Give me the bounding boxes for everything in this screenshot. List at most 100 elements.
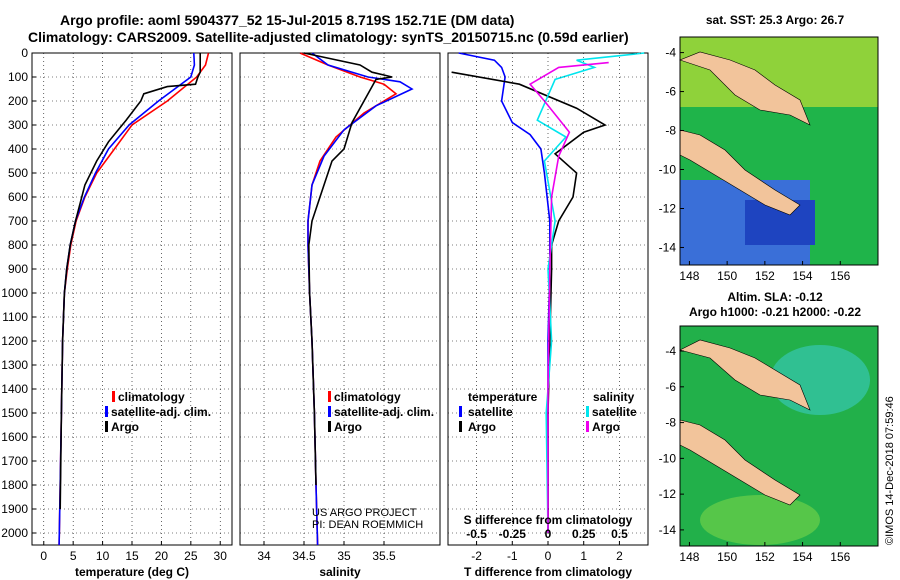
map-lon-label: 154 (793, 550, 813, 564)
legend-swatch-s-argo (586, 421, 589, 432)
series-line-salinity-argo (528, 61, 609, 533)
map-lat-label: -14 (659, 240, 677, 254)
depth-tick-label: 1100 (2, 310, 28, 324)
s-difference-axis-label: S difference from climatology (464, 513, 633, 527)
depth-axis: 0 100 200 300 400 500 600 700 800 900 1000 1100 1200… (1, 46, 648, 540)
map-lon-label: 150 (717, 550, 737, 564)
depth-tick-label: 200 (8, 94, 28, 108)
x-tick-label: 35.5 (372, 549, 396, 563)
depth-tick-label: 600 (8, 190, 28, 204)
series-line-satellite-adj-clim- (58, 52, 196, 546)
temperature-panel: 0 5 10 15 20 25 30 (31, 52, 233, 563)
depth-tick-label: 1500 (1, 406, 28, 420)
s-diff-tick-label: 0.25 (572, 527, 596, 541)
map-lon-label: 154 (793, 269, 813, 283)
legend-label-argo-s: Argo (334, 420, 362, 434)
x-tick-label: 15 (125, 549, 139, 563)
x-tick-label: 0 (40, 549, 47, 563)
legend-label-satellite-adj-s: satellite-adj. clim. (334, 405, 434, 419)
map-lon-label: 152 (755, 550, 775, 564)
map-lat-label: -4 (665, 46, 676, 60)
difference-legend: temperature satellite Argo salinity sate… (459, 390, 637, 434)
legend-swatch-t-argo (459, 421, 462, 432)
depth-tick-label: 1700 (1, 454, 28, 468)
legend-label-argo: Argo (111, 420, 139, 434)
salinity-plot-frame (239, 52, 441, 546)
salinity-panel: 34 34.5 35 35.5 (239, 52, 441, 563)
chart-title-line2: Climatology: CARS2009. Satellite-adjuste… (28, 29, 629, 45)
legend-swatch-argo (105, 421, 108, 432)
depth-tick-label: 1900 (1, 502, 28, 516)
x-tick-label: 20 (155, 549, 169, 563)
legend-swatch-t-satellite (459, 406, 462, 417)
x-tick-label: 34.5 (292, 549, 316, 563)
legend-swatch-climatology (112, 391, 115, 402)
map-lat-label: -12 (659, 487, 677, 501)
legend-label-s-satellite: satellite (592, 405, 637, 419)
x-tick-label: -2 (471, 549, 482, 563)
depth-tick-label: 800 (8, 238, 28, 252)
depth-tick-label: 1400 (1, 382, 28, 396)
map-lon-label: 148 (679, 269, 699, 283)
map-lat-label: -4 (665, 344, 676, 358)
map-lat-label: -12 (659, 201, 677, 215)
legend-label-climatology-s: climatology (334, 390, 401, 404)
legend-label-s-argo: Argo (592, 420, 620, 434)
legend-swatch-s-satellite (586, 406, 589, 417)
depth-tick-label: 500 (8, 166, 28, 180)
map-lon-label: 150 (717, 269, 737, 283)
x-tick-label: 5 (70, 549, 77, 563)
x-tick-label: 10 (96, 549, 110, 563)
map-lat-label: -10 (659, 163, 677, 177)
depth-tick-label: 0 (21, 46, 28, 60)
depth-tick-label: 1800 (1, 478, 28, 492)
temperature-plot-frame (31, 52, 233, 546)
series-line-salinity-satellite (536, 52, 645, 534)
credit-line1: US ARGO PROJECT (312, 507, 417, 519)
temperature-axis-label: temperature (deg C) (75, 565, 189, 579)
difference-panel: -2 -1 0 1 2 -0.5 -0.25 0 0.25 0.5 (447, 52, 649, 563)
map-lat-label: -8 (665, 416, 676, 430)
sla-map-title2: Argo h1000: -0.21 h2000: -0.22 (689, 305, 861, 319)
map-lat-label: -14 (659, 523, 677, 537)
depth-tick-label: 400 (8, 142, 28, 156)
depth-tick-label: 1200 (1, 334, 28, 348)
depth-tick-label: 2000 (1, 526, 28, 540)
depth-tick-label: 700 (8, 214, 28, 228)
sst-map: -4 -6 -8 -10 -12 -14 148 150 152 154 156 (659, 36, 879, 283)
depth-tick-label: 900 (8, 262, 28, 276)
map-lat-label: -8 (665, 124, 676, 138)
sla-map-title1: Altim. SLA: -0.12 (727, 290, 823, 304)
x-tick-label: 30 (214, 549, 228, 563)
credit-line2: PI: DEAN ROEMMICH (312, 519, 423, 531)
depth-tick-label: 100 (8, 70, 28, 84)
series-line-satellite-adj-clim- (307, 52, 414, 546)
temperature-legend: climatology satellite-adj. clim. Argo (105, 390, 211, 434)
x-tick-label: -1 (507, 549, 518, 563)
map-lon-label: 148 (679, 550, 699, 564)
new-britain-island (679, 51, 811, 126)
t-difference-axis-label: T difference from climatology (464, 565, 632, 579)
sla-map-low-anomaly (700, 495, 820, 545)
legend-label-t-satellite: satellite (468, 405, 513, 419)
legend-swatch-argo-s (328, 421, 331, 432)
depth-tick-label: 1300 (1, 358, 28, 372)
x-tick-label: 0 (545, 549, 552, 563)
x-tick-label: 1 (580, 549, 587, 563)
sla-map-frame (679, 325, 879, 547)
x-tick-label: 35 (337, 549, 351, 563)
map-lat-label: -6 (665, 85, 676, 99)
s-diff-tick-label: 0 (545, 527, 552, 541)
series-line-argo (59, 53, 201, 510)
depth-tick-label: 1600 (1, 430, 28, 444)
papua-coast-land-sla (679, 419, 801, 506)
depth-tick-label: 1000 (1, 286, 28, 300)
new-britain-island-sla (679, 339, 811, 411)
map-lon-label: 156 (830, 269, 850, 283)
series-line-argo (303, 52, 393, 486)
sst-map-title: sat. SST: 25.3 Argo: 26.7 (706, 13, 845, 27)
series-line-climatology (58, 52, 210, 546)
chart-title-line1: Argo profile: aoml 5904377_52 15-Jul-201… (60, 12, 515, 28)
legend-swatch-climatology-s (328, 391, 331, 402)
